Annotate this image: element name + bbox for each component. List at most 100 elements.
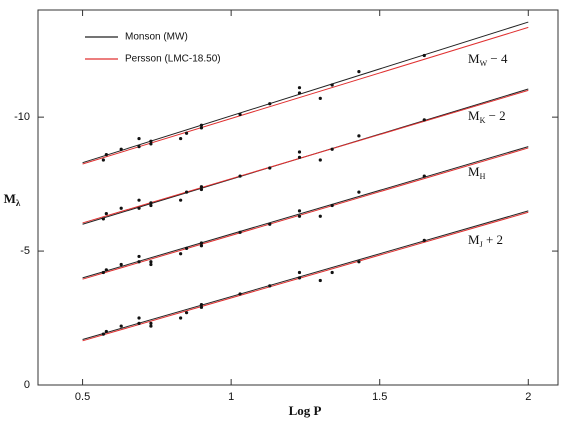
x-axis-title: Log P bbox=[289, 403, 322, 418]
band-label-main: M bbox=[468, 232, 480, 247]
band-label-sub: K bbox=[480, 116, 486, 125]
band-label: MW − 4 bbox=[468, 51, 508, 68]
legend-label: Persson (LMC-18.50) bbox=[125, 54, 221, 65]
band-label-suffix: + 2 bbox=[483, 232, 503, 247]
data-point bbox=[318, 158, 322, 162]
data-point bbox=[238, 292, 242, 296]
data-point bbox=[199, 241, 204, 245]
data-point bbox=[422, 118, 426, 122]
data-point bbox=[179, 136, 183, 141]
data-point bbox=[318, 96, 322, 100]
x-tick-label: 1 bbox=[228, 391, 234, 403]
data-point bbox=[297, 209, 302, 213]
data-point bbox=[318, 214, 322, 218]
band-label: MK − 2 bbox=[468, 108, 506, 125]
data-point bbox=[268, 222, 272, 226]
data-point bbox=[137, 206, 141, 210]
data-point bbox=[119, 262, 123, 267]
data-point bbox=[297, 276, 302, 280]
data-point bbox=[199, 185, 204, 189]
data-point bbox=[199, 123, 204, 127]
data-point bbox=[297, 150, 302, 154]
data-point bbox=[137, 321, 141, 325]
data-point bbox=[318, 278, 322, 283]
data-point bbox=[119, 147, 123, 151]
band-label: MJ + 2 bbox=[468, 232, 503, 249]
data-point bbox=[297, 214, 302, 218]
data-point bbox=[104, 329, 108, 334]
data-point bbox=[357, 190, 361, 194]
x-tick-label: 2 bbox=[525, 391, 531, 403]
fit-line bbox=[82, 211, 529, 342]
data-point bbox=[149, 262, 153, 267]
data-point bbox=[199, 303, 204, 307]
data-point bbox=[101, 158, 105, 162]
data-point bbox=[179, 252, 183, 256]
y-axis-title-main: M bbox=[4, 191, 16, 206]
data-point bbox=[330, 83, 334, 87]
x-tick-label: 0.5 bbox=[75, 391, 90, 403]
data-point bbox=[101, 332, 105, 336]
data-point bbox=[149, 321, 153, 325]
data-point bbox=[297, 86, 302, 90]
fit-line bbox=[82, 147, 529, 280]
data-point bbox=[184, 311, 189, 315]
data-point bbox=[422, 53, 426, 58]
data-point bbox=[149, 142, 153, 146]
band-label-sub: W bbox=[480, 59, 488, 68]
data-point bbox=[297, 270, 302, 275]
data-point bbox=[184, 246, 189, 250]
y-axis-title-sub: λ bbox=[16, 198, 21, 208]
data-point bbox=[297, 155, 302, 159]
data-point bbox=[357, 70, 361, 74]
band-label-sub: H bbox=[480, 172, 486, 181]
band-label-suffix: − 4 bbox=[487, 51, 508, 66]
data-point bbox=[149, 139, 153, 143]
data-point bbox=[137, 136, 141, 141]
y-tick-label: -5 bbox=[20, 245, 30, 257]
fit-line bbox=[82, 146, 529, 279]
data-point bbox=[179, 316, 183, 320]
data-point bbox=[149, 203, 153, 208]
data-point bbox=[199, 305, 204, 309]
band-label-main: M bbox=[468, 51, 480, 66]
data-point bbox=[101, 270, 105, 275]
data-point bbox=[137, 316, 141, 320]
data-point bbox=[199, 187, 204, 192]
data-point bbox=[101, 217, 105, 221]
data-point bbox=[297, 91, 302, 95]
data-point bbox=[238, 230, 242, 234]
fit-line bbox=[82, 89, 529, 224]
data-point bbox=[137, 260, 141, 264]
data-point bbox=[238, 174, 242, 178]
band-label-sub: J bbox=[480, 240, 483, 249]
band-label-suffix: − 2 bbox=[485, 108, 505, 123]
plot-frame bbox=[37, 9, 559, 386]
data-point bbox=[422, 174, 426, 178]
data-point bbox=[268, 102, 272, 106]
fit-line bbox=[82, 210, 529, 340]
fit-line bbox=[82, 21, 529, 164]
data-point bbox=[330, 270, 334, 275]
data-point bbox=[104, 268, 108, 272]
data-point bbox=[184, 190, 189, 194]
data-point bbox=[137, 198, 141, 202]
data-point bbox=[330, 203, 334, 208]
data-point bbox=[149, 201, 153, 205]
data-point bbox=[199, 244, 204, 248]
data-point bbox=[119, 324, 123, 328]
legend-label: Monson (MW) bbox=[125, 32, 188, 43]
x-tick-label: 1.5 bbox=[372, 391, 387, 403]
data-point bbox=[357, 134, 361, 138]
data-point bbox=[104, 153, 108, 157]
band-label: MH bbox=[468, 164, 486, 181]
band-label-main: M bbox=[468, 108, 480, 123]
data-point bbox=[184, 131, 189, 135]
fit-line bbox=[82, 26, 529, 165]
data-point bbox=[149, 324, 153, 328]
data-point bbox=[119, 206, 123, 210]
data-point bbox=[137, 145, 141, 149]
data-point bbox=[422, 238, 426, 242]
y-tick-label: 0 bbox=[24, 379, 30, 391]
